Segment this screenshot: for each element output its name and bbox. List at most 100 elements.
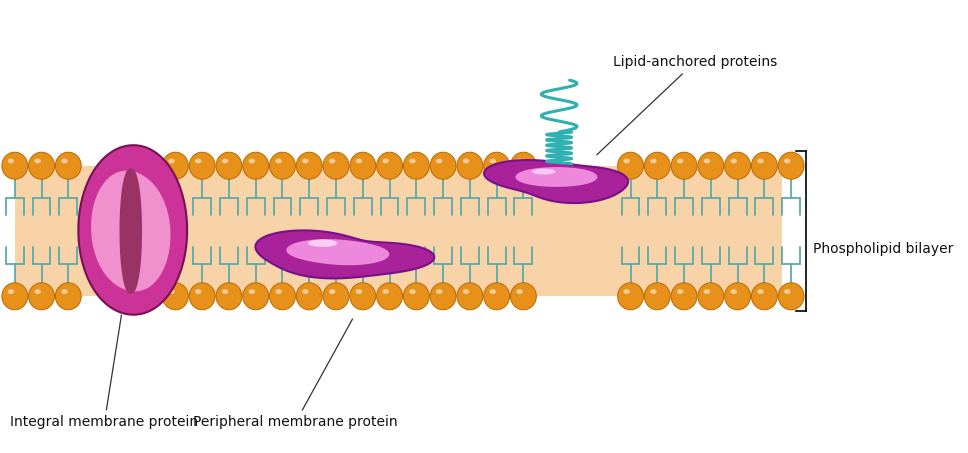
Ellipse shape xyxy=(168,159,175,164)
Ellipse shape xyxy=(196,159,201,164)
Text: Phospholipid bilayer: Phospholipid bilayer xyxy=(813,242,953,256)
Ellipse shape xyxy=(349,152,376,179)
Ellipse shape xyxy=(751,152,777,179)
Ellipse shape xyxy=(329,159,335,164)
Ellipse shape xyxy=(510,283,536,310)
Text: Integral membrane protein: Integral membrane protein xyxy=(11,315,198,429)
Ellipse shape xyxy=(249,289,255,294)
Ellipse shape xyxy=(704,289,711,294)
Ellipse shape xyxy=(168,289,175,294)
Ellipse shape xyxy=(243,283,269,310)
Ellipse shape xyxy=(698,283,724,310)
Polygon shape xyxy=(287,239,389,265)
Ellipse shape xyxy=(463,289,469,294)
Ellipse shape xyxy=(222,289,228,294)
Polygon shape xyxy=(515,167,597,187)
Ellipse shape xyxy=(382,289,389,294)
Ellipse shape xyxy=(189,152,215,179)
Ellipse shape xyxy=(189,283,215,310)
Ellipse shape xyxy=(377,283,403,310)
Ellipse shape xyxy=(430,283,456,310)
Ellipse shape xyxy=(430,152,456,179)
Ellipse shape xyxy=(323,152,349,179)
Ellipse shape xyxy=(404,283,429,310)
Polygon shape xyxy=(308,240,338,247)
Ellipse shape xyxy=(275,159,282,164)
Ellipse shape xyxy=(409,289,415,294)
Ellipse shape xyxy=(757,159,764,164)
Polygon shape xyxy=(78,145,187,315)
Ellipse shape xyxy=(222,159,228,164)
Ellipse shape xyxy=(490,289,496,294)
Polygon shape xyxy=(484,160,628,203)
Ellipse shape xyxy=(296,152,322,179)
Ellipse shape xyxy=(731,289,737,294)
Ellipse shape xyxy=(671,283,697,310)
Ellipse shape xyxy=(650,289,656,294)
Polygon shape xyxy=(532,169,556,174)
Ellipse shape xyxy=(725,283,750,310)
Ellipse shape xyxy=(8,289,15,294)
Ellipse shape xyxy=(645,283,670,310)
Ellipse shape xyxy=(196,289,201,294)
Ellipse shape xyxy=(35,159,41,164)
Ellipse shape xyxy=(623,159,630,164)
Polygon shape xyxy=(256,231,435,279)
Ellipse shape xyxy=(404,152,429,179)
Polygon shape xyxy=(119,168,142,294)
Ellipse shape xyxy=(2,152,28,179)
Ellipse shape xyxy=(302,289,309,294)
Ellipse shape xyxy=(457,152,483,179)
Ellipse shape xyxy=(510,152,536,179)
Ellipse shape xyxy=(698,152,724,179)
Ellipse shape xyxy=(409,159,415,164)
Ellipse shape xyxy=(677,289,683,294)
Ellipse shape xyxy=(757,289,764,294)
Ellipse shape xyxy=(490,159,496,164)
Ellipse shape xyxy=(216,283,242,310)
Ellipse shape xyxy=(2,283,28,310)
Ellipse shape xyxy=(778,283,804,310)
Ellipse shape xyxy=(623,289,630,294)
Ellipse shape xyxy=(216,152,242,179)
Ellipse shape xyxy=(484,283,509,310)
Ellipse shape xyxy=(249,159,255,164)
Ellipse shape xyxy=(671,152,697,179)
Ellipse shape xyxy=(29,283,54,310)
Ellipse shape xyxy=(243,152,269,179)
Ellipse shape xyxy=(55,152,81,179)
Ellipse shape xyxy=(778,152,804,179)
Ellipse shape xyxy=(484,152,509,179)
Ellipse shape xyxy=(436,289,442,294)
Ellipse shape xyxy=(329,289,335,294)
Ellipse shape xyxy=(269,283,295,310)
Text: Peripheral membrane protein: Peripheral membrane protein xyxy=(194,319,398,429)
Ellipse shape xyxy=(457,283,483,310)
Ellipse shape xyxy=(323,283,349,310)
Ellipse shape xyxy=(725,152,750,179)
Text: Lipid-anchored proteins: Lipid-anchored proteins xyxy=(597,55,777,155)
Ellipse shape xyxy=(784,159,791,164)
Ellipse shape xyxy=(55,283,81,310)
Ellipse shape xyxy=(645,152,670,179)
Ellipse shape xyxy=(650,159,656,164)
Ellipse shape xyxy=(731,159,737,164)
Ellipse shape xyxy=(8,159,15,164)
Ellipse shape xyxy=(163,152,189,179)
Ellipse shape xyxy=(463,159,469,164)
Ellipse shape xyxy=(355,159,362,164)
Ellipse shape xyxy=(704,159,711,164)
Ellipse shape xyxy=(29,152,54,179)
Ellipse shape xyxy=(296,283,322,310)
Ellipse shape xyxy=(163,283,189,310)
Ellipse shape xyxy=(275,289,282,294)
Ellipse shape xyxy=(302,159,309,164)
Ellipse shape xyxy=(436,159,442,164)
Ellipse shape xyxy=(516,289,523,294)
Polygon shape xyxy=(91,171,170,291)
Ellipse shape xyxy=(61,289,68,294)
Ellipse shape xyxy=(751,283,777,310)
Ellipse shape xyxy=(784,289,791,294)
Ellipse shape xyxy=(377,152,403,179)
Bar xyxy=(15,166,782,296)
